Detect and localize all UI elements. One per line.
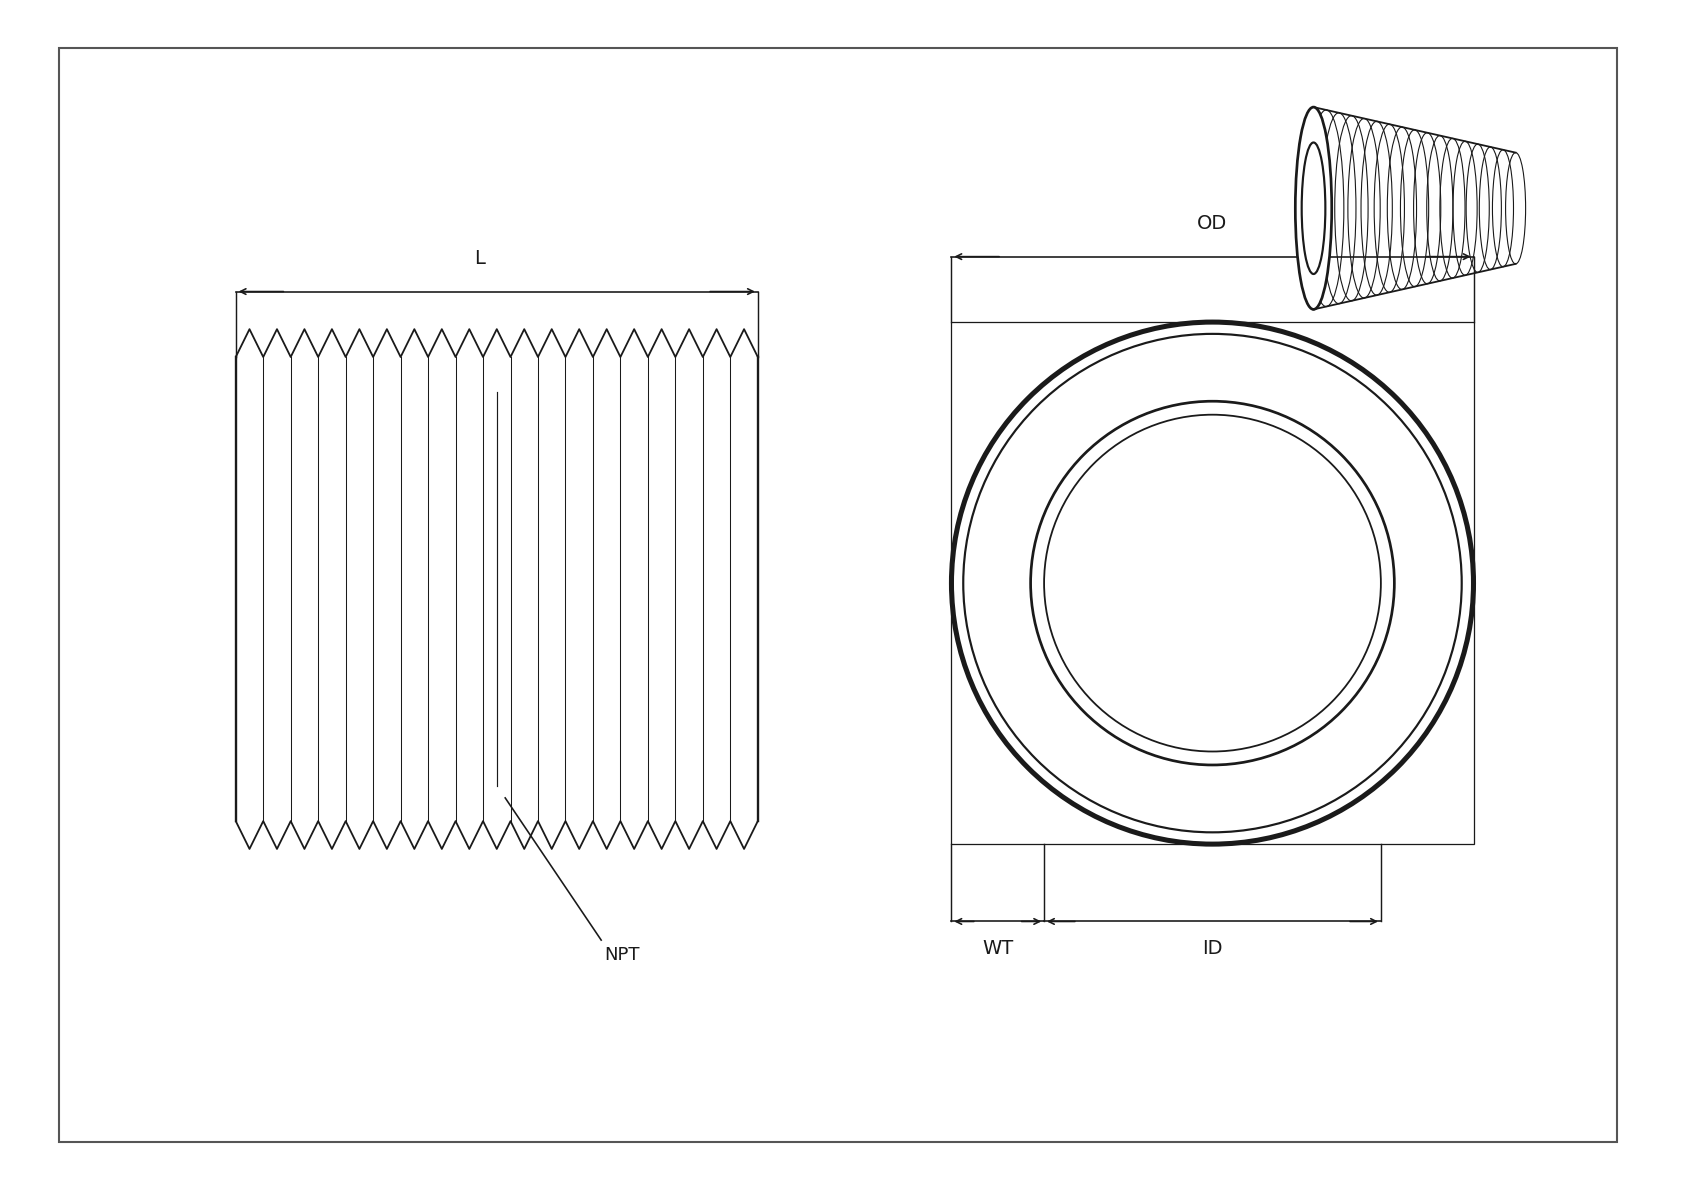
Text: WT: WT xyxy=(982,939,1014,958)
Text: OD: OD xyxy=(1197,214,1228,233)
Text: ID: ID xyxy=(1202,939,1223,958)
Bar xyxy=(951,322,1474,844)
Text: L: L xyxy=(475,249,485,268)
Text: NPT: NPT xyxy=(605,946,640,964)
Ellipse shape xyxy=(1302,143,1325,274)
Ellipse shape xyxy=(1295,107,1332,309)
